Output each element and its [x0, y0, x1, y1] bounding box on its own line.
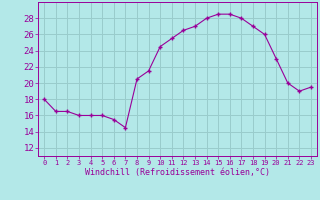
X-axis label: Windchill (Refroidissement éolien,°C): Windchill (Refroidissement éolien,°C): [85, 168, 270, 177]
